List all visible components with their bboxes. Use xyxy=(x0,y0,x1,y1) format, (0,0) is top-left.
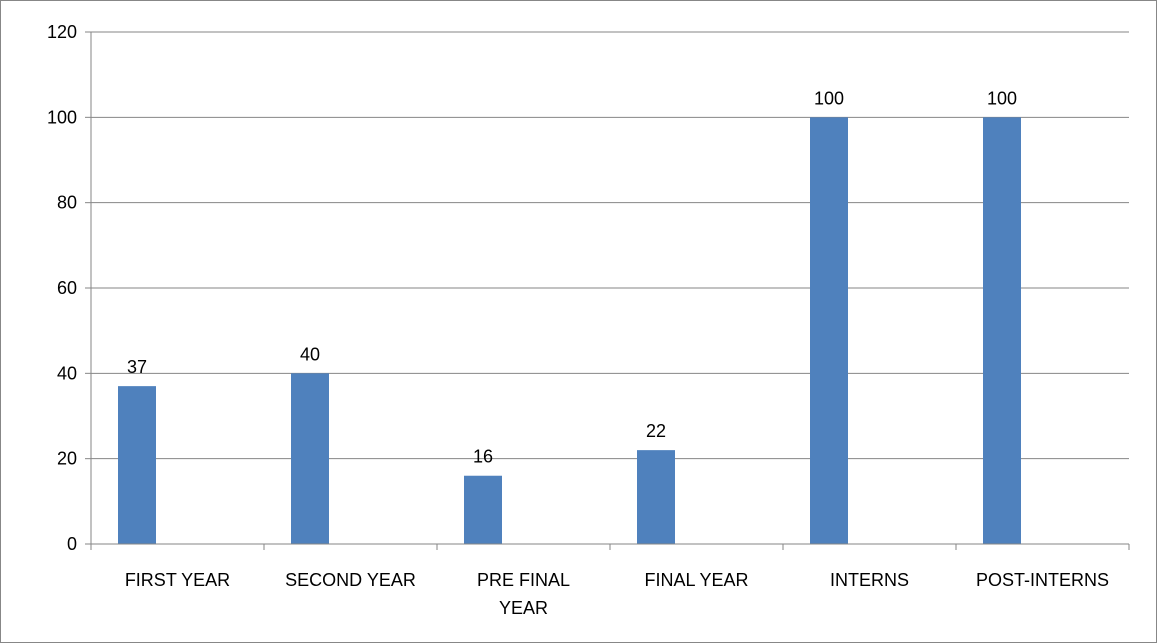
data-label: 37 xyxy=(127,357,147,377)
y-tick-label: 120 xyxy=(47,22,77,42)
y-tick-label: 80 xyxy=(57,193,77,213)
gridlines xyxy=(91,31,1129,460)
y-tick-label: 100 xyxy=(47,107,77,127)
bar xyxy=(810,117,848,544)
y-tick-label: 20 xyxy=(57,449,77,469)
category-label: SECOND YEAR xyxy=(285,570,416,590)
bar xyxy=(464,475,502,544)
data-label: 40 xyxy=(300,344,320,364)
category-label: POST-INTERNS xyxy=(976,570,1109,590)
axes xyxy=(85,31,1130,550)
bars xyxy=(118,117,1021,544)
data-label: 22 xyxy=(646,421,666,441)
bar xyxy=(118,386,156,544)
y-tick-labels: 0 20 40 60 80 100 120 xyxy=(47,22,77,554)
category-label: FINAL YEAR xyxy=(644,570,748,590)
data-label: 16 xyxy=(473,447,493,467)
y-tick-label: 40 xyxy=(57,363,77,383)
category-labels: FIRST YEAR SECOND YEAR PRE FINAL YEAR FINAL … xyxy=(125,570,1109,618)
y-tick-label: 0 xyxy=(67,534,77,554)
y-tick-label: 60 xyxy=(57,278,77,298)
category-label: INTERNS xyxy=(830,570,909,590)
bar xyxy=(983,117,1021,544)
category-label: FIRST YEAR xyxy=(125,570,230,590)
data-labels: 37 40 16 22 100 100 xyxy=(127,88,1017,466)
bar xyxy=(637,450,675,544)
data-label: 100 xyxy=(987,88,1017,108)
bar xyxy=(291,373,329,544)
category-label: PRE FINAL YEAR xyxy=(477,570,570,618)
data-label: 100 xyxy=(814,88,844,108)
